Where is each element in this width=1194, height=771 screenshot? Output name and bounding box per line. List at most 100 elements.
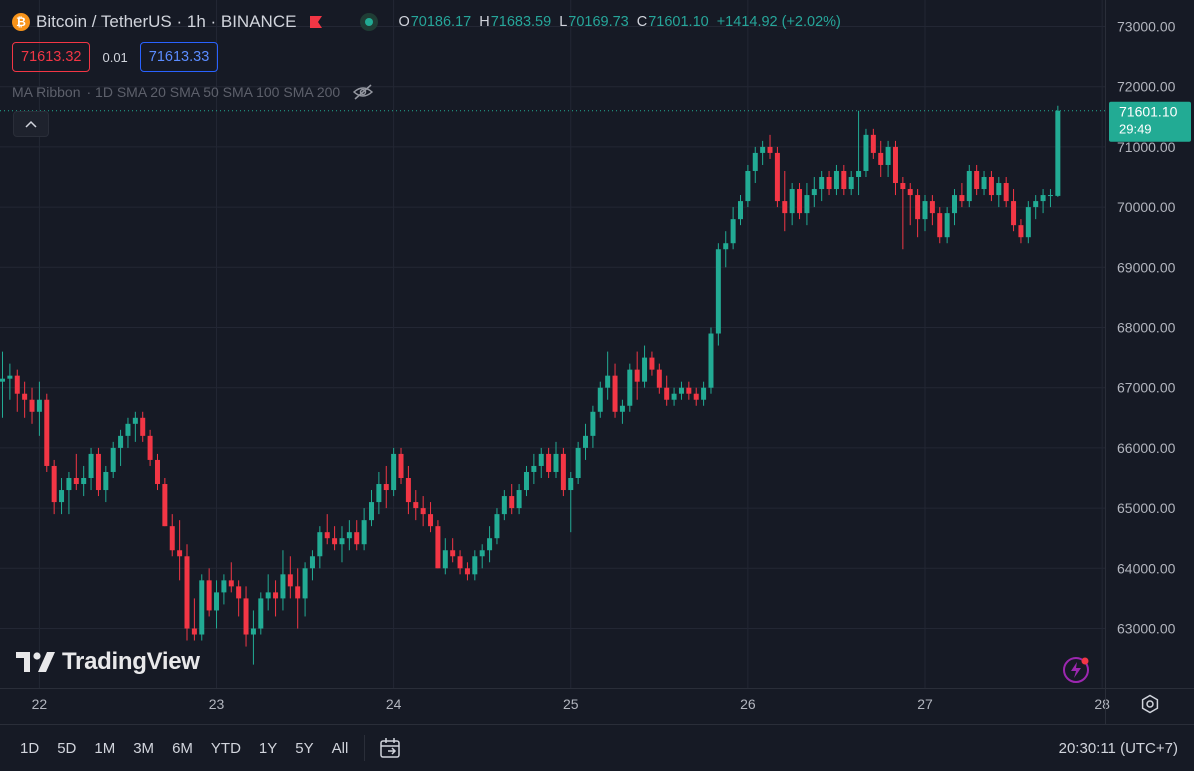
candle-down [295,586,301,599]
candle-up [214,592,220,611]
candle-down [206,580,212,611]
candle-up [738,201,743,220]
candle-up [265,592,271,599]
settings-icon[interactable] [1140,694,1160,714]
flag-icon[interactable] [310,16,323,28]
candle-up [494,514,500,539]
candle-up [1040,195,1046,202]
range-1m-button[interactable]: 1M [94,739,116,757]
candle-up [479,550,485,557]
candle-up [745,170,751,202]
candle-up [66,478,72,491]
candle-down [1003,183,1009,202]
lightning-icon[interactable] [1062,656,1090,684]
x-tick-label: 28 [1094,696,1110,712]
candle-up [302,568,308,599]
candle-up [619,405,625,412]
tradingview-watermark: TradingView [16,648,200,676]
candle-down [774,152,780,202]
candle-up [981,177,987,190]
candle-up [538,453,544,466]
trade-buttons: 71613.32 0.01 71613.33 [12,42,219,72]
candle-down [560,453,566,491]
range-1y-button[interactable]: 1Y [258,739,278,757]
low-label: L [559,14,568,30]
candle-up [952,195,958,214]
y-tick-label: 73000.00 [1117,19,1176,35]
candle-up [1025,207,1031,238]
candle-up [1055,110,1061,196]
candle-down [14,375,20,394]
candle-up [1047,195,1053,197]
candle-down [273,592,279,599]
range-all-button[interactable]: All [331,739,349,757]
candle-up [132,417,138,424]
close-value: 71601.10 [648,14,709,30]
candle-up [516,490,522,509]
last-price-label: 71601.10 [1119,104,1178,120]
candle-down [546,453,552,472]
candle-up [36,399,42,412]
candle-up [678,387,684,394]
eye-hidden-icon[interactable] [352,84,374,100]
candle-up [597,387,603,412]
candle-down [900,183,906,190]
candle-down [51,465,57,503]
ohlc-values: O 70186.17 H 71683.59 L 70169.73 C 71601… [398,14,840,30]
go-to-date-icon[interactable] [379,737,403,759]
candle-up [856,170,862,177]
y-tick-label: 65000.00 [1117,500,1176,516]
candle-down [988,177,994,196]
candle-down [686,387,692,394]
candle-up [317,532,323,557]
indicator-name[interactable]: MA Ribbon [12,84,81,100]
sell-price-button[interactable]: 71613.32 [12,42,91,72]
high-value: 71683.59 [490,14,552,30]
collapse-legend-button[interactable] [13,111,49,137]
open-value: 70186.17 [410,14,472,30]
range-5d-button[interactable]: 5D [57,739,77,757]
candle-down [767,146,773,153]
candle-down [191,628,197,635]
indicator-legend[interactable]: MA Ribbon · 1D SMA 20 SMA 50 SMA 100 SMA… [12,82,374,102]
range-1d-button[interactable]: 1D [20,739,40,757]
range-3m-button[interactable]: 3M [133,739,155,757]
market-status-icon[interactable] [360,13,379,31]
clock-timezone[interactable]: 20:30:11 (UTC+7) [1058,739,1178,757]
range-ytd-button[interactable]: YTD [210,739,241,757]
candle-up [590,411,596,436]
y-tick-label: 70000.00 [1117,199,1176,215]
candle-down [907,189,913,196]
y-tick-label: 69000.00 [1117,259,1176,275]
symbol-legend: ₿ Bitcoin / TetherUS · 1h · BINANCE O 70… [12,10,841,34]
candle-down [1018,225,1024,238]
candle-down [1011,201,1017,226]
candle-up [819,177,825,190]
candle-up [59,490,65,503]
candle-down [435,526,441,569]
candle-down [413,502,419,509]
candlestick-chart[interactable]: 63000.00 64000.00 65000.00 66000.00 67000.00… [0,0,1194,724]
x-tick-label: 25 [563,696,579,712]
candle-down [324,532,330,539]
candle-down [95,453,101,491]
candle-down [154,459,160,485]
x-tick-label: 26 [740,696,756,712]
candle-down [959,195,965,202]
y-tick-label: 68000.00 [1117,320,1176,336]
candle-down [892,146,898,184]
candle-up [442,550,448,569]
candle-up [221,580,227,593]
y-tick-label: 66000.00 [1117,440,1176,456]
chevron-up-icon [25,120,37,128]
candle-down [693,393,699,400]
x-tick-label: 23 [209,696,225,712]
range-6m-button[interactable]: 6M [172,739,193,757]
candle-down [428,514,434,527]
tradingview-logo-icon [16,652,55,672]
symbol-title[interactable]: Bitcoin / TetherUS · 1h · BINANCE [36,12,297,31]
candle-down [841,170,847,190]
buy-price-button[interactable]: 71613.33 [139,42,219,72]
range-5y-button[interactable]: 5Y [295,739,314,757]
candle-up [730,219,736,244]
